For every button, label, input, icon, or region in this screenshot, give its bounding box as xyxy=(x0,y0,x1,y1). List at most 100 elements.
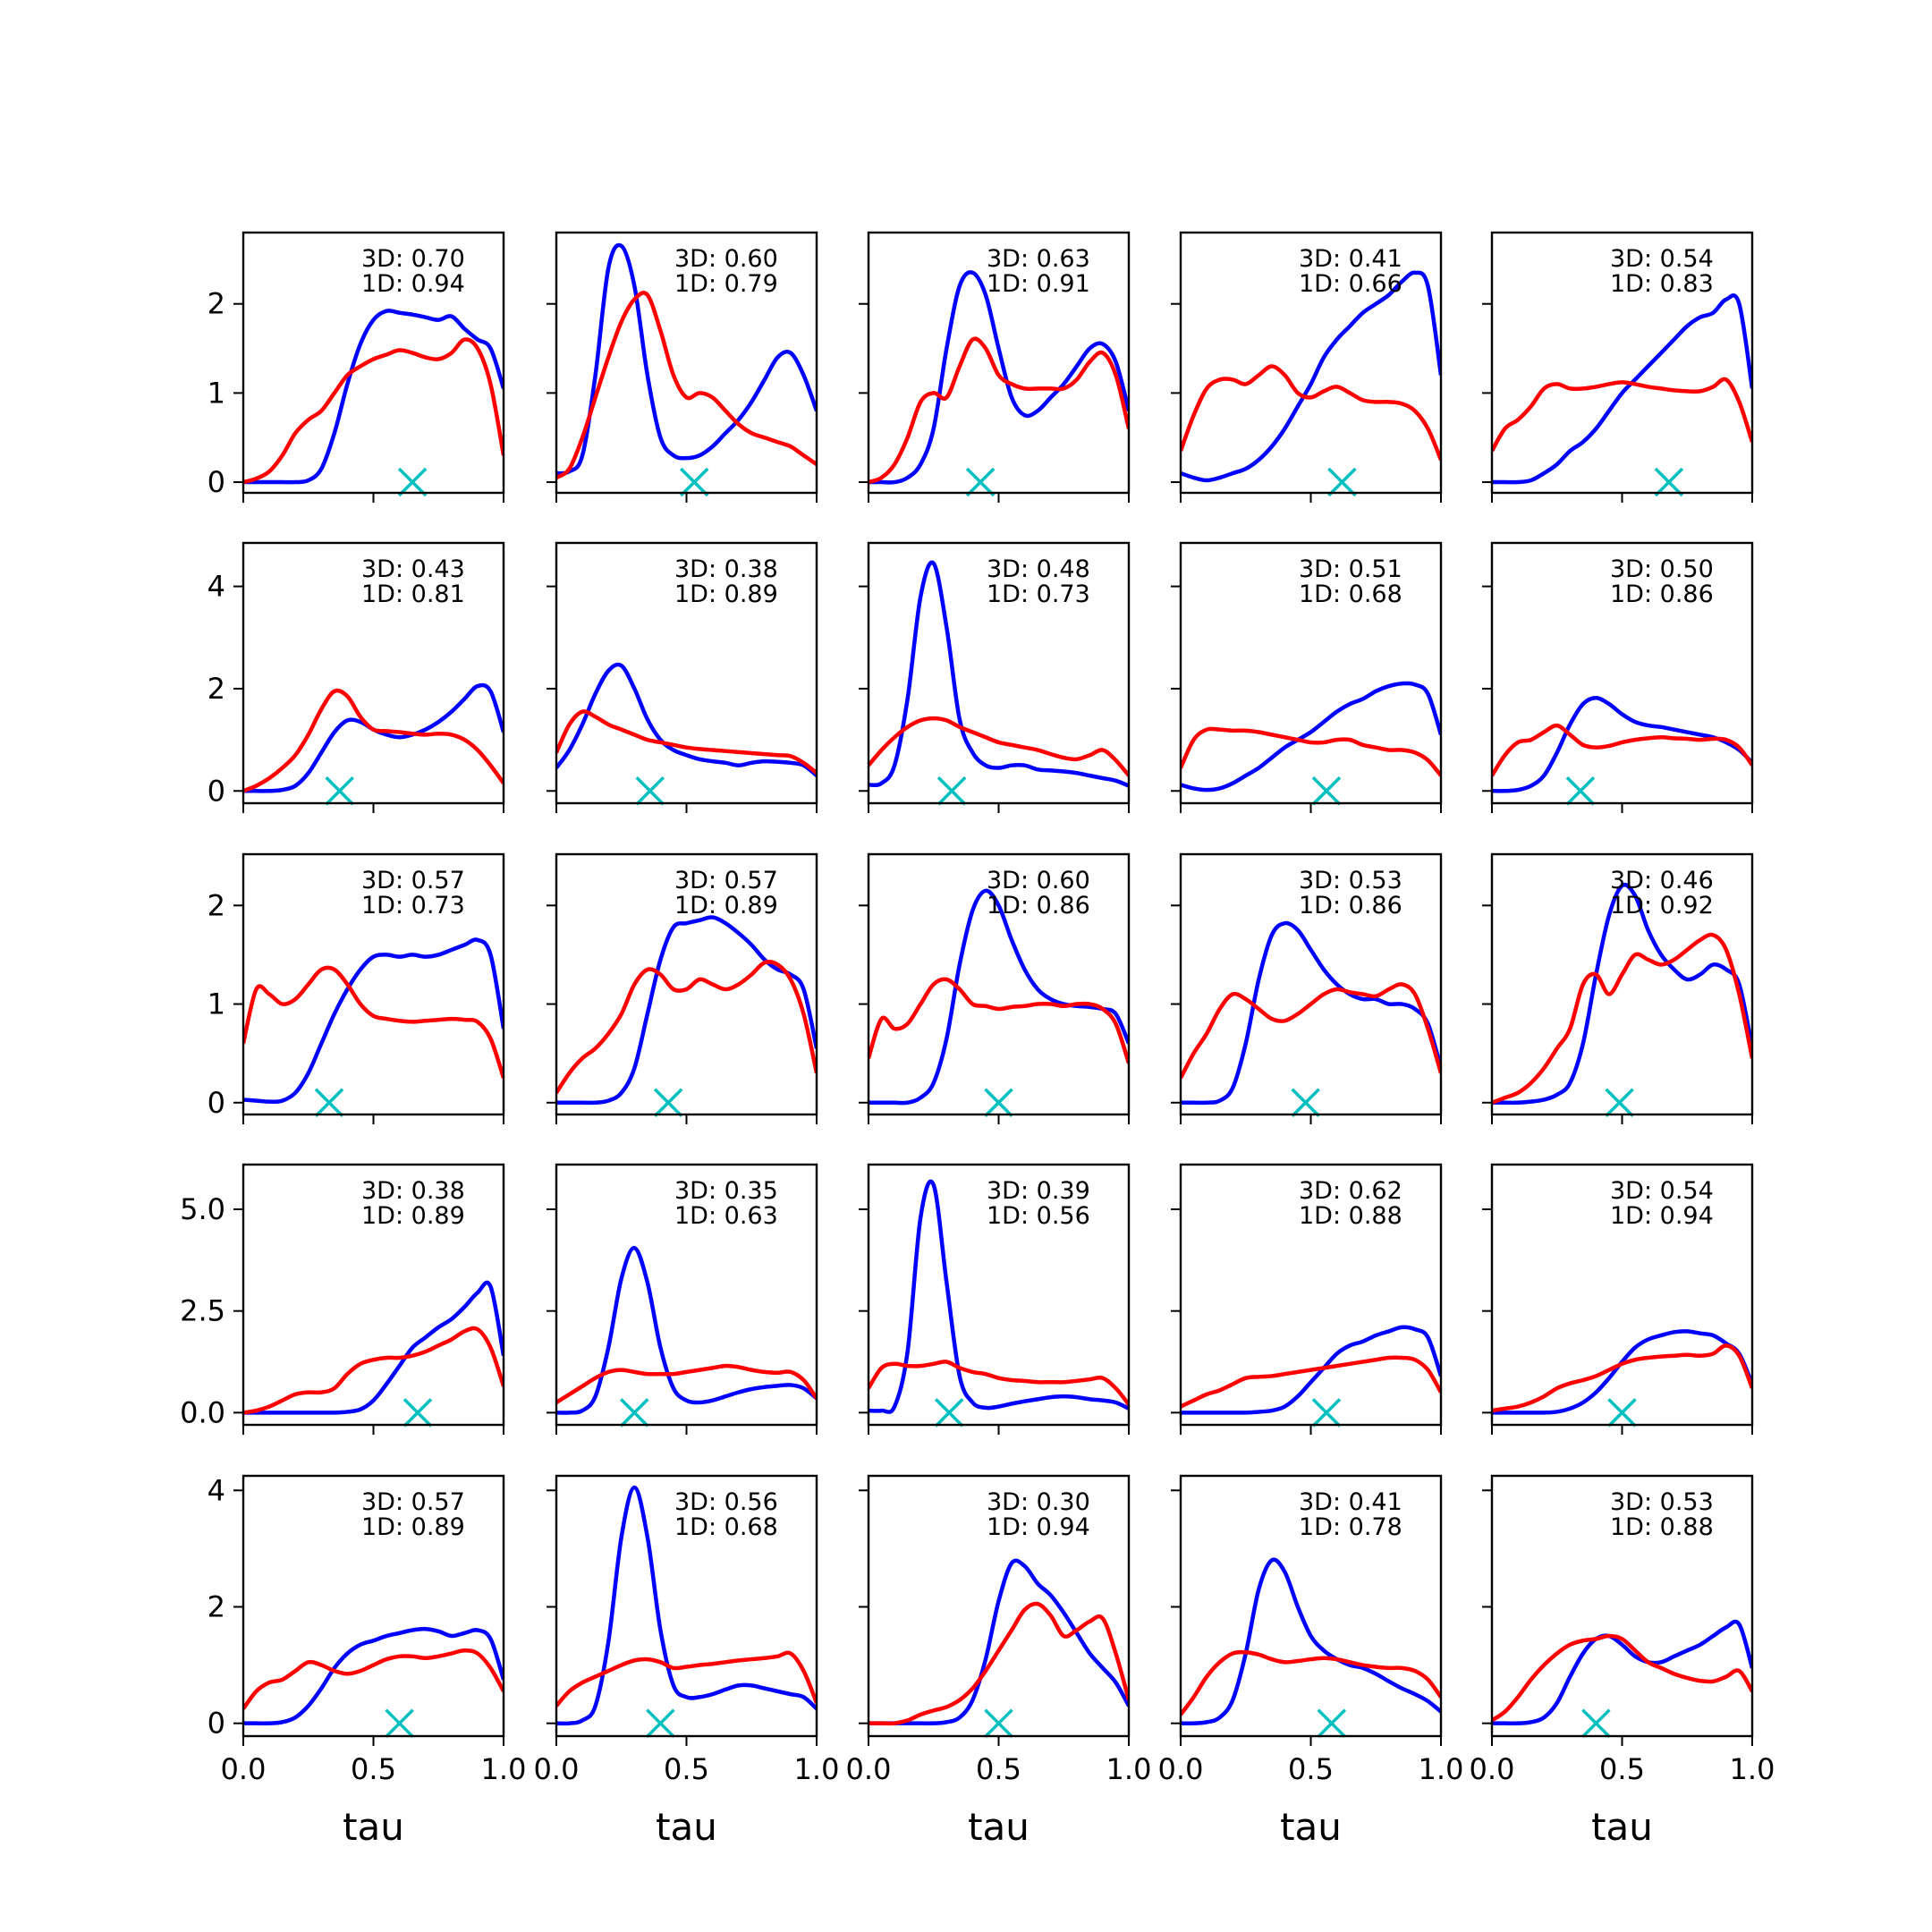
series-3d-line xyxy=(869,1179,1129,1414)
series-3d-line xyxy=(243,1280,504,1415)
series-3d-line xyxy=(869,270,1129,485)
curves xyxy=(869,888,1129,1106)
marker-x xyxy=(402,1398,433,1428)
marker-x xyxy=(1317,1708,1347,1738)
annotation-3d: 3D: 0.63 xyxy=(987,245,1090,273)
annotation-3d: 3D: 0.70 xyxy=(361,245,465,273)
x-axis-label: tau xyxy=(1591,1805,1653,1849)
series-1d-line xyxy=(556,1650,817,1707)
series-3d-line xyxy=(556,915,817,1106)
series-1d-line xyxy=(869,716,1129,777)
curves xyxy=(1492,1329,1752,1415)
series-1d-line xyxy=(1181,1649,1441,1716)
marker-x xyxy=(936,776,967,806)
curves xyxy=(243,937,504,1105)
curves xyxy=(556,1485,817,1726)
annotation-3d: 3D: 0.54 xyxy=(1610,245,1714,273)
marker-x xyxy=(1654,467,1684,497)
series-1d-line xyxy=(1181,364,1441,461)
series-1d-line xyxy=(1181,982,1441,1080)
marker-x xyxy=(314,1088,344,1118)
curves xyxy=(1492,293,1752,485)
annotation-1d: 1D: 0.86 xyxy=(1610,580,1714,608)
annotation-1d: 1D: 0.88 xyxy=(1610,1513,1714,1541)
x-axis-label: tau xyxy=(656,1805,717,1849)
annotation-3d: 3D: 0.50 xyxy=(1610,555,1714,583)
marker-x xyxy=(620,1398,649,1428)
x-tick-label: 1.0 xyxy=(1106,1752,1152,1786)
curves xyxy=(243,1280,504,1415)
marker-x xyxy=(1327,467,1357,497)
y-tick-label: 2 xyxy=(208,1589,225,1623)
annotation-3d: 3D: 0.54 xyxy=(1610,1177,1714,1205)
marker-x xyxy=(397,467,428,497)
annotation-1d: 1D: 0.89 xyxy=(674,892,778,919)
x-tick-label: 0.0 xyxy=(534,1752,580,1786)
annotation-3d: 3D: 0.57 xyxy=(361,867,465,894)
annotation-1d: 1D: 0.88 xyxy=(1299,1202,1402,1230)
series-3d-line xyxy=(869,560,1129,788)
x-tick-label: 0.5 xyxy=(1599,1752,1645,1786)
series-3d-line xyxy=(1492,695,1752,793)
series-3d-line xyxy=(556,662,817,777)
x-tick-label: 1.0 xyxy=(1419,1752,1464,1786)
series-3d-line xyxy=(869,888,1129,1106)
series-3d-line xyxy=(1492,293,1752,485)
marker-x xyxy=(1291,1088,1320,1118)
series-3d-line xyxy=(1181,1557,1441,1726)
annotation-1d: 1D: 0.68 xyxy=(1299,580,1402,608)
series-1d-line xyxy=(869,336,1129,485)
annotation-1d: 1D: 0.94 xyxy=(1610,1202,1714,1230)
marker-x xyxy=(1581,1708,1611,1738)
y-tick-label: 0.0 xyxy=(180,1395,225,1429)
x-tick-label: 0.5 xyxy=(976,1752,1021,1786)
series-3d-line xyxy=(1492,883,1752,1106)
annotation-3d: 3D: 0.30 xyxy=(987,1488,1090,1516)
annotation-3d: 3D: 0.38 xyxy=(674,555,778,583)
series-3d-line xyxy=(1492,1619,1752,1726)
y-tick-label: 0 xyxy=(208,774,225,808)
annotation-3d: 3D: 0.43 xyxy=(361,555,465,583)
series-1d-line xyxy=(1492,1343,1752,1413)
marker-x xyxy=(1607,1398,1637,1428)
series-3d-line xyxy=(243,309,504,485)
series-1d-line xyxy=(1492,723,1752,777)
annotation-3d: 3D: 0.51 xyxy=(1299,555,1402,583)
curves xyxy=(869,1558,1129,1726)
x-tick-label: 0.0 xyxy=(1470,1752,1515,1786)
curves xyxy=(556,915,817,1106)
curves xyxy=(243,309,504,485)
annotation-3d: 3D: 0.57 xyxy=(674,867,778,894)
annotation-1d: 1D: 0.83 xyxy=(1610,270,1714,298)
series-1d-line xyxy=(1492,932,1752,1105)
annotation-1d: 1D: 0.68 xyxy=(674,1513,778,1541)
marker-x xyxy=(984,1708,1013,1738)
x-tick-label: 0.5 xyxy=(351,1752,396,1786)
x-tick-label: 1.0 xyxy=(1730,1752,1775,1786)
curves xyxy=(1492,883,1752,1106)
y-tick-label: 2 xyxy=(208,287,225,321)
annotation-1d: 1D: 0.92 xyxy=(1610,892,1714,919)
series-1d-line xyxy=(556,1363,817,1404)
annotation-1d: 1D: 0.56 xyxy=(987,1202,1090,1230)
annotation-3d: 3D: 0.41 xyxy=(1299,1488,1402,1516)
annotation-1d: 1D: 0.73 xyxy=(361,892,465,919)
y-tick-label: 2.5 xyxy=(180,1294,225,1328)
y-tick-label: 5.0 xyxy=(180,1192,225,1226)
y-tick-label: 1 xyxy=(208,376,225,410)
x-axis-label: tau xyxy=(968,1805,1030,1849)
marker-x xyxy=(646,1708,675,1738)
curves xyxy=(243,1626,504,1726)
